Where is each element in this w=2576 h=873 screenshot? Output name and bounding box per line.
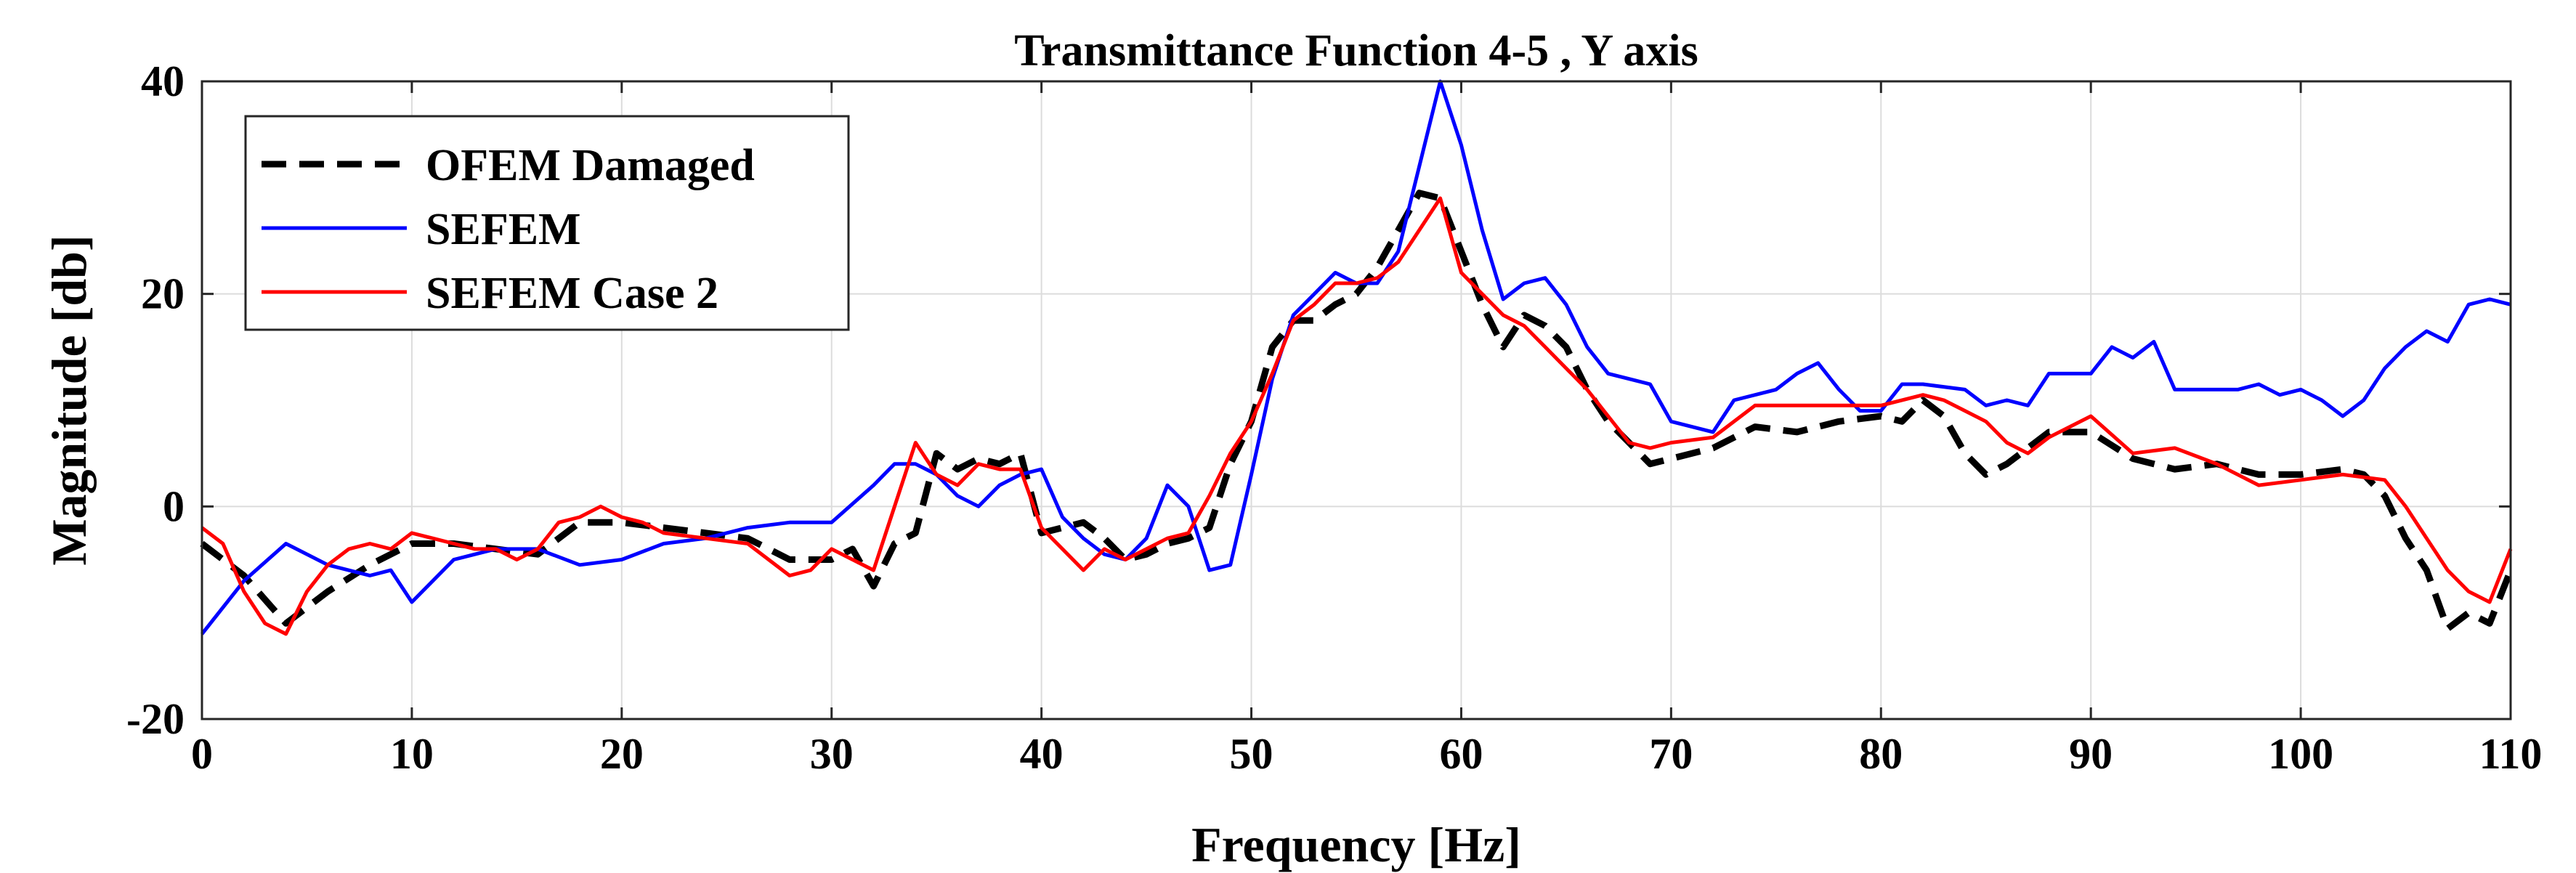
legend-label-1: OFEM Damaged: [426, 141, 755, 190]
x-tick-label: 10: [390, 730, 434, 778]
x-tick-label: 100: [2268, 730, 2333, 778]
legend-box: [244, 115, 850, 331]
x-tick-label: 40: [1020, 730, 1064, 778]
x-tick-label: 20: [600, 730, 644, 778]
x-tick-label: 110: [2479, 730, 2543, 778]
x-tick-label: 30: [810, 730, 854, 778]
x-tick-label: 60: [1439, 730, 1483, 778]
y-tick-label: 0: [163, 482, 185, 530]
x-tick-label: 70: [1649, 730, 1693, 778]
legend-label-3: SEFEM Case 2: [426, 269, 718, 318]
plot-lines: [200, 79, 2514, 636]
legend: OFEM Damaged SEFEM SEFEM Case 2: [244, 115, 850, 331]
series-line-1: [200, 190, 2514, 633]
x-tick-label: 80: [1859, 730, 1903, 778]
y-tick-label: 40: [141, 57, 185, 105]
x-tick-label: 90: [2069, 730, 2113, 778]
y-tick-label: 20: [141, 270, 185, 318]
series-line-3: [201, 196, 2513, 636]
axes-box: [201, 80, 2512, 720]
x-tick-label: 50: [1230, 730, 1273, 778]
legend-label-2: SEFEM: [426, 205, 581, 254]
axis-ticks: [201, 80, 2512, 720]
y-tick-label: -20: [126, 695, 185, 743]
chart-title: Transmittance Function 4-5 , Y axis: [1014, 26, 1698, 76]
y-axis-label: Magnitude [db]: [41, 235, 97, 565]
x-tick-label: 0: [191, 730, 213, 778]
x-axis-label: Frequency [Hz]: [1191, 817, 1521, 872]
series-line-2: [201, 79, 2511, 636]
